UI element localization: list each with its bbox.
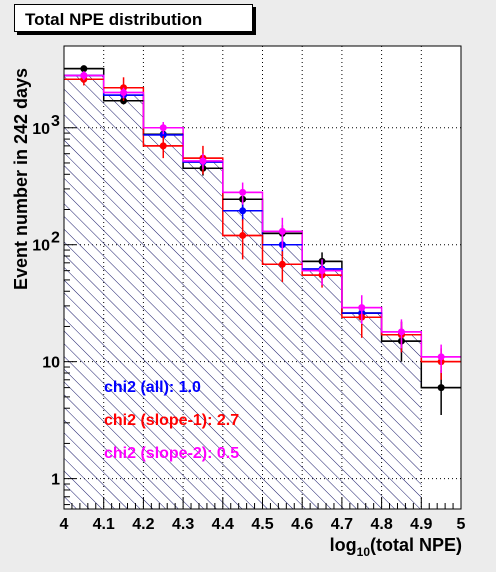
x-tick-label: 4.4 xyxy=(212,516,234,533)
x-tick-label: 4.5 xyxy=(251,516,273,533)
x-tick-label: 4.8 xyxy=(370,516,392,533)
chart-title: Total NPE distribution xyxy=(25,10,203,29)
data-point xyxy=(397,328,405,336)
data-point xyxy=(278,260,286,268)
data-point xyxy=(159,124,167,132)
histograms xyxy=(64,67,461,509)
y-axis-title: Event number in 242 days xyxy=(11,68,31,290)
x-tick-label: 5 xyxy=(457,516,466,533)
y-tick-label: 10 xyxy=(32,121,50,138)
x-tick-label: 4.9 xyxy=(410,516,432,533)
x-axis-title-sub: 10 xyxy=(357,545,371,559)
x-tick-label: 4.7 xyxy=(331,516,353,533)
x-axis-title-main: log xyxy=(330,535,357,555)
chi2-annotation-2: chi2 (slope-2): 0.5 xyxy=(104,445,239,462)
data-point xyxy=(239,231,247,239)
data-points xyxy=(64,65,461,415)
data-point xyxy=(80,71,88,79)
data-point xyxy=(437,384,445,392)
data-point xyxy=(159,142,167,150)
x-tick-label: 4.1 xyxy=(93,516,115,533)
chi2-annotations: chi2 (all): 1.0 chi2 (slope-1): 2.7 chi2 (… xyxy=(104,379,239,462)
x-tick-label: 4.3 xyxy=(172,516,194,533)
y-tick-exponent: 2 xyxy=(51,230,60,247)
data-point xyxy=(358,304,366,312)
data-point xyxy=(159,131,167,139)
chart-title-box: Total NPE distribution xyxy=(14,4,253,32)
data-point xyxy=(318,267,326,275)
data-point xyxy=(437,353,445,361)
y-tick-label: 1 xyxy=(51,472,60,489)
hist-outline-series-3 xyxy=(64,74,461,358)
hist-hatch-fill xyxy=(64,75,422,509)
chi2-annotation-0: chi2 (all): 1.0 xyxy=(104,379,201,396)
data-point xyxy=(278,227,286,235)
x-axis-title: log10(total NPE) xyxy=(330,535,462,559)
y-tick-exponent: 3 xyxy=(51,113,60,130)
data-point xyxy=(239,207,247,215)
data-point xyxy=(120,89,128,97)
x-tick-label: 4.6 xyxy=(291,516,313,533)
data-point xyxy=(239,188,247,196)
y-tick-label: 10 xyxy=(32,238,50,255)
y-tick-label: 10 xyxy=(42,355,60,372)
chi2-annotation-1: chi2 (slope-1): 2.7 xyxy=(104,412,239,429)
data-point xyxy=(80,65,88,73)
x-tick-label: 4 xyxy=(60,516,69,533)
x-tick-label: 4.2 xyxy=(132,516,154,533)
x-axis-title-rest: (total NPE) xyxy=(370,535,462,555)
data-point xyxy=(199,157,207,165)
